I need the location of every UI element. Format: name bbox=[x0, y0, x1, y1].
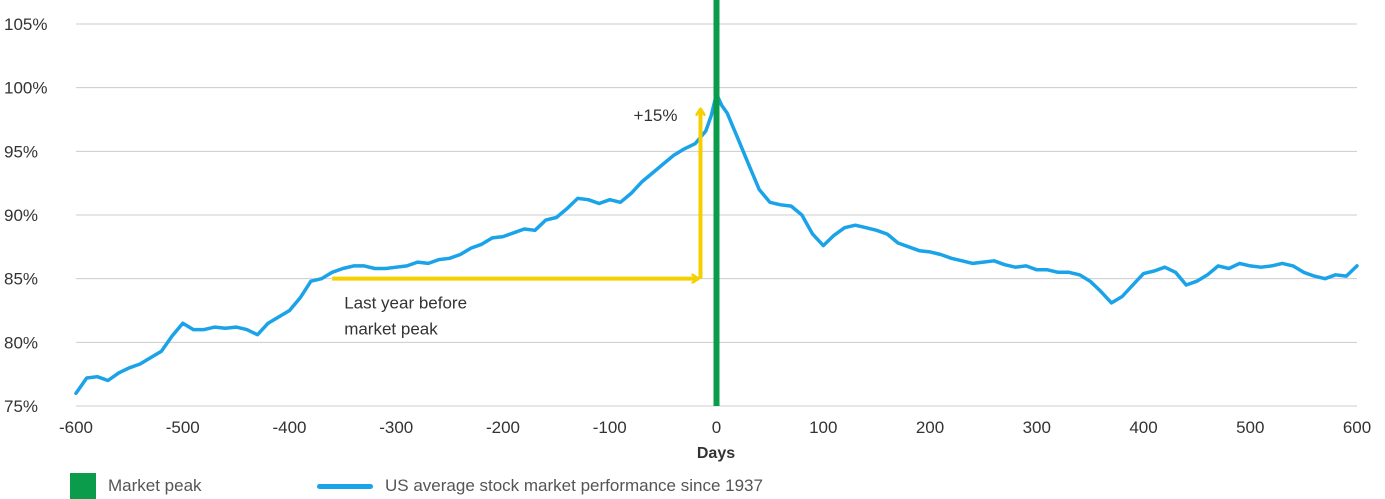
legend-swatch-market-peak bbox=[70, 473, 96, 499]
y-tick-label: 90% bbox=[4, 206, 38, 225]
y-axis-ticks: 75% 80% 85% 90% 95% 100% 105% bbox=[4, 15, 47, 416]
x-tick-label: -400 bbox=[272, 418, 306, 437]
y-tick-label: 95% bbox=[4, 142, 38, 161]
x-tick-label: -200 bbox=[486, 418, 520, 437]
legend-item-us-average: US average stock market performance sinc… bbox=[317, 473, 763, 499]
x-tick-label: -100 bbox=[593, 418, 627, 437]
x-tick-label: -600 bbox=[59, 418, 93, 437]
annotation-last-year: Last year before bbox=[344, 294, 467, 313]
legend-label-market-peak: Market peak bbox=[108, 476, 202, 495]
x-tick-label: 600 bbox=[1343, 418, 1371, 437]
x-tick-label: 100 bbox=[809, 418, 837, 437]
x-tick-label: 400 bbox=[1129, 418, 1157, 437]
x-tick-label: 0 bbox=[712, 418, 721, 437]
y-tick-label: 80% bbox=[4, 333, 38, 352]
legend-label-us-average: US average stock market performance sinc… bbox=[385, 476, 763, 495]
annotation-last-year: market peak bbox=[344, 320, 438, 339]
y-tick-label: 85% bbox=[4, 270, 38, 289]
legend-swatch-us-average bbox=[317, 483, 373, 489]
x-axis-ticks: -600 -500 -400 -300 -200 -100 0 100 200 300 400 500… bbox=[59, 418, 1371, 437]
market-peak-line bbox=[713, 0, 720, 406]
legend-item-market-peak: Market peak bbox=[70, 473, 202, 499]
annotation-layer: +15% Last year before market peak bbox=[332, 106, 700, 339]
x-tick-label: -500 bbox=[166, 418, 200, 437]
y-tick-label: 100% bbox=[4, 79, 47, 98]
marker-layer bbox=[713, 0, 720, 406]
x-tick-label: 500 bbox=[1236, 418, 1264, 437]
y-tick-label: 105% bbox=[4, 15, 47, 34]
x-tick-label: -300 bbox=[379, 418, 413, 437]
y-tick-label: 75% bbox=[4, 397, 38, 416]
annotation-plus-15: +15% bbox=[634, 106, 678, 125]
x-axis-label: Days bbox=[697, 445, 735, 462]
x-tick-label: 300 bbox=[1023, 418, 1051, 437]
chart: 75% 80% 85% 90% 95% 100% 105% -600 -500 -400 -300… bbox=[4, 0, 1371, 462]
x-tick-label: 200 bbox=[916, 418, 944, 437]
